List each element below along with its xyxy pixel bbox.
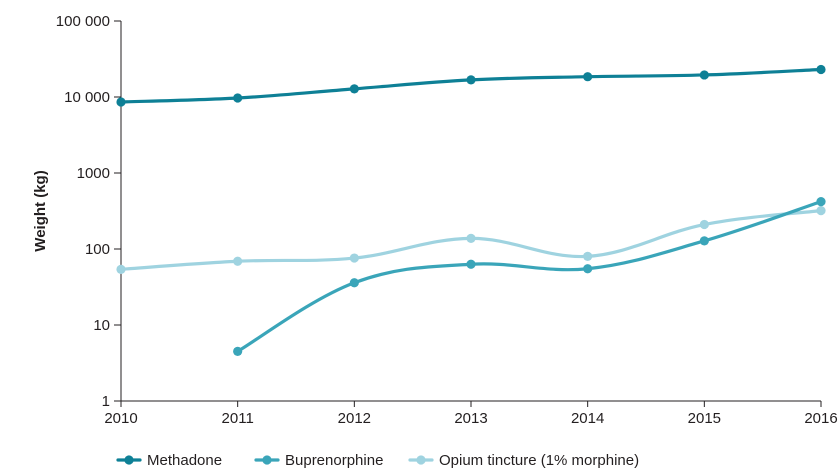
data-point	[466, 259, 476, 269]
data-point	[699, 236, 709, 246]
legend-swatch-marker	[416, 455, 426, 465]
series-0	[116, 64, 826, 107]
series-line	[119, 67, 823, 104]
data-point	[349, 253, 359, 263]
legend-label: Buprenorphine	[285, 452, 383, 468]
chart-legend: Methadone Buprenorphine Opium tincture (1%…	[116, 452, 639, 468]
data-point	[349, 84, 359, 94]
data-point	[816, 64, 826, 75]
y-tick-label: 100	[85, 241, 110, 258]
legend-swatch-marker	[262, 455, 272, 465]
data-point	[233, 346, 243, 356]
x-tick-label: 2015	[688, 410, 721, 427]
y-tick-label: 100 000	[56, 13, 110, 30]
chart-series	[116, 64, 826, 356]
data-point	[583, 264, 593, 274]
y-tick-label: 1	[102, 393, 110, 410]
series-1	[233, 197, 826, 356]
data-point	[233, 93, 243, 103]
data-point	[349, 278, 359, 288]
data-point	[699, 70, 709, 80]
x-tick-label: 2011	[222, 410, 254, 427]
x-tick-label: 2012	[338, 410, 371, 427]
chart-axes: 1 10 100 1000 10 000 100 000 2010 2011 2012 2013 2…	[32, 13, 838, 427]
legend-item: Opium tincture (1% morphine)	[408, 452, 639, 468]
data-point	[583, 72, 593, 82]
x-tick-label: 2016	[804, 410, 837, 427]
legend-label: Methadone	[147, 452, 222, 468]
data-point	[699, 219, 709, 230]
data-point	[116, 264, 126, 274]
data-point	[116, 97, 126, 107]
y-tick-label: 10	[93, 317, 110, 334]
series-line	[236, 200, 823, 353]
data-point	[816, 197, 826, 207]
y-tick-label: 10 000	[64, 89, 110, 106]
legend-label: Opium tincture (1% morphine)	[439, 452, 639, 468]
y-axis-title: Weight (kg)	[32, 170, 49, 251]
x-tick-label: 2010	[104, 410, 137, 427]
x-tick-label: 2013	[454, 410, 487, 427]
x-tick-label: 2014	[571, 410, 604, 427]
legend-swatch-marker	[124, 455, 134, 465]
data-point	[816, 206, 826, 216]
series-2	[116, 206, 826, 274]
legend-item: Methadone	[116, 452, 222, 468]
data-point	[466, 233, 476, 243]
data-point	[583, 251, 593, 261]
data-point	[466, 75, 476, 85]
y-tick-label: 1000	[77, 165, 110, 182]
data-point	[233, 256, 243, 266]
legend-item: Buprenorphine	[254, 452, 383, 468]
